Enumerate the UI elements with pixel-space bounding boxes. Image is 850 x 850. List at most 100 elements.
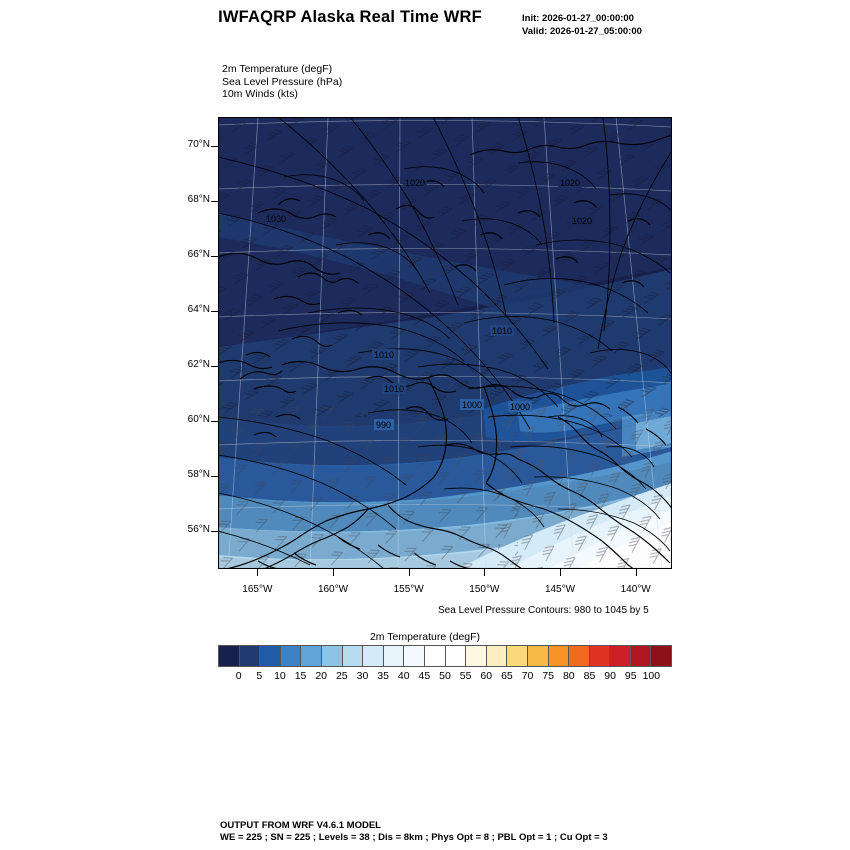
- lon-tick-145: [560, 569, 561, 576]
- lon-label-165: 165°W: [242, 584, 273, 595]
- model-time-block: Init: 2026-01-27_00:00:00 Valid: 2026-01…: [522, 12, 642, 38]
- lat-tick-56: [211, 530, 218, 532]
- lat-label-56: 56°N: [187, 523, 210, 535]
- colorbar-cell-19: [610, 646, 631, 666]
- map-canvas: 1030 1020 1020 1020 1010 1010 1010 1000 …: [218, 117, 672, 569]
- lon-tick-150: [484, 569, 486, 576]
- colorbar-tick-45: 45: [418, 670, 431, 682]
- colorbar-tick-20: 20: [315, 670, 328, 682]
- colorbar-tick-50: 50: [439, 670, 451, 682]
- colorbar-cell-8: [383, 646, 405, 666]
- colorbar-cell-12: [466, 646, 487, 666]
- colorbar-cell-15: [527, 646, 549, 666]
- lat-tick-58: [211, 475, 218, 477]
- colorbar-tick-90: 90: [604, 670, 616, 682]
- lat-label-66: 66°N: [187, 248, 210, 260]
- colorbar-cell-1: [239, 646, 261, 666]
- colorbar-cell-10: [424, 646, 446, 666]
- lon-tick-140: [635, 569, 637, 576]
- colorbar-cell-0: [219, 646, 240, 666]
- colorbar-cell-13: [486, 646, 508, 666]
- colorbar-tick-5: 5: [256, 670, 263, 682]
- valid-time: Valid: 2026-01-27_05:00:00: [522, 26, 642, 37]
- svg-text:990: 990: [376, 420, 391, 430]
- svg-text:1020: 1020: [560, 178, 580, 188]
- contour-value-labels: 1030 1020 1020 1020 1010 1010 1010 1000 …: [264, 177, 594, 430]
- svg-text:1020: 1020: [572, 216, 592, 226]
- colorbar-cell-11: [445, 646, 467, 666]
- lat-tick-66: [211, 255, 218, 257]
- colorbar-tick-60: 60: [480, 670, 493, 682]
- colorbar-cell-6: [342, 646, 364, 666]
- lat-tick-64: [211, 310, 218, 312]
- lon-label-155: 155°W: [393, 584, 424, 595]
- colorbar-tick-0: 0: [235, 670, 242, 682]
- colorbar: [218, 645, 672, 667]
- lat-tick-60: [211, 420, 218, 422]
- lon-label-140: 140°W: [620, 584, 651, 595]
- lat-label-62: 62°N: [187, 358, 210, 370]
- colorbar-tick-40: 40: [397, 670, 410, 682]
- footer-line-1: OUTPUT FROM WRF V4.6.1 MODEL: [220, 820, 381, 831]
- lat-label-60: 60°N: [187, 413, 210, 425]
- colorbar-cell-17: [569, 646, 590, 666]
- colorbar-ticks: 0 5 10 15 20 25 30 35 40 45 50 55 60 65 70 75 80 85 90 95 10…: [218, 670, 672, 686]
- colorbar-tick-70: 70: [521, 670, 534, 682]
- svg-text:1010: 1010: [374, 350, 394, 360]
- lat-tick-62: [211, 365, 218, 367]
- colorbar-tick-80: 80: [562, 670, 575, 682]
- svg-text:1000: 1000: [462, 400, 482, 410]
- colorbar-cell-5: [321, 646, 343, 666]
- colorbar-cell-2: [260, 646, 281, 666]
- page-title: IWFAQRP Alaska Real Time WRF: [218, 8, 482, 26]
- colorbar-tick-65: 65: [501, 670, 513, 682]
- map-plot: 1030 1020 1020 1020 1010 1010 1010 1000 …: [218, 117, 672, 569]
- colorbar-tick-15: 15: [294, 670, 307, 682]
- lat-label-70: 70°N: [187, 138, 210, 150]
- colorbar-cell-18: [589, 646, 611, 666]
- colorbar-cell-14: [507, 646, 528, 666]
- svg-text:1000: 1000: [510, 402, 530, 412]
- colorbar-title: 2m Temperature (degF): [369, 631, 481, 643]
- field-pressure: Sea Level Pressure (hPa): [222, 75, 343, 88]
- lon-label-150: 150°W: [469, 584, 500, 595]
- svg-text:1030: 1030: [266, 214, 286, 224]
- lat-label-64: 64°N: [187, 303, 210, 315]
- colorbar-cell-7: [363, 646, 384, 666]
- field-list: 2m Temperature (degF) Sea Level Pressure…: [222, 63, 342, 101]
- colorbar-tick-35: 35: [377, 670, 389, 682]
- colorbar-cell-3: [280, 646, 302, 666]
- svg-text:1020: 1020: [405, 178, 425, 188]
- init-time: Init: 2026-01-27_00:00:00: [522, 13, 634, 24]
- colorbar-tick-30: 30: [356, 670, 369, 682]
- colorbar-cell-9: [404, 646, 425, 666]
- lat-label-68: 68°N: [187, 193, 210, 205]
- field-winds: 10m Winds (kts): [222, 88, 298, 101]
- model-config-footer: OUTPUT FROM WRF V4.6.1 MODEL WE = 225 ; …: [220, 820, 608, 844]
- colorbar-tick-95: 95: [624, 670, 637, 682]
- colorbar-tick-85: 85: [583, 670, 596, 682]
- colorbar-cell-4: [301, 646, 322, 666]
- colorbar-tick-100: 100: [642, 670, 661, 682]
- wind-barbs: [218, 117, 672, 569]
- svg-text:1010: 1010: [384, 384, 404, 394]
- colorbar-cell-20: [630, 646, 652, 666]
- lat-tick-70: [211, 145, 218, 147]
- footer-line-2: WE = 225 ; SN = 225 ; Levels = 38 ; Dis …: [220, 832, 608, 843]
- lat-tick-68: [211, 200, 218, 202]
- lon-tick-160: [333, 569, 334, 576]
- lon-tick-155: [408, 569, 410, 576]
- field-temperature: 2m Temperature (degF): [222, 63, 333, 75]
- lon-label-145: 145°W: [544, 584, 576, 595]
- colorbar-tick-75: 75: [542, 670, 555, 682]
- colorbar-tick-55: 55: [459, 670, 472, 682]
- lon-label-160: 160°W: [317, 584, 349, 595]
- colorbar-tick-25: 25: [335, 670, 348, 682]
- colorbar-cell-21: [651, 646, 672, 666]
- colorbar-tick-10: 10: [274, 670, 286, 682]
- pressure-contours: [218, 117, 672, 569]
- lat-label-58: 58°N: [187, 468, 210, 480]
- lon-tick-165: [257, 569, 259, 576]
- slp-contour-caption: Sea Level Pressure Contours: 980 to 1045…: [438, 605, 649, 616]
- colorbar-cell-16: [548, 646, 570, 666]
